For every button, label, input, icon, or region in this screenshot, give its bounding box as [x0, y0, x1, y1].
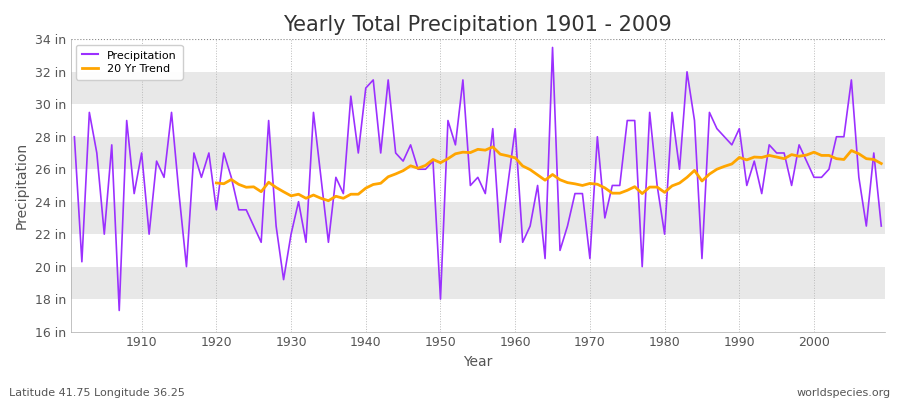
Bar	[71, 39, 885, 72]
Bar	[71, 234, 885, 267]
Text: worldspecies.org: worldspecies.org	[796, 388, 891, 398]
Bar	[71, 137, 885, 169]
X-axis label: Year: Year	[464, 355, 492, 369]
Bar	[71, 299, 885, 332]
Bar	[71, 267, 885, 299]
Bar	[71, 202, 885, 234]
Bar	[71, 72, 885, 104]
Bar	[71, 104, 885, 137]
Title: Yearly Total Precipitation 1901 - 2009: Yearly Total Precipitation 1901 - 2009	[284, 15, 672, 35]
Text: Latitude 41.75 Longitude 36.25: Latitude 41.75 Longitude 36.25	[9, 388, 184, 398]
Bar	[71, 169, 885, 202]
Y-axis label: Precipitation: Precipitation	[15, 142, 29, 229]
Legend: Precipitation, 20 Yr Trend: Precipitation, 20 Yr Trend	[76, 45, 183, 80]
